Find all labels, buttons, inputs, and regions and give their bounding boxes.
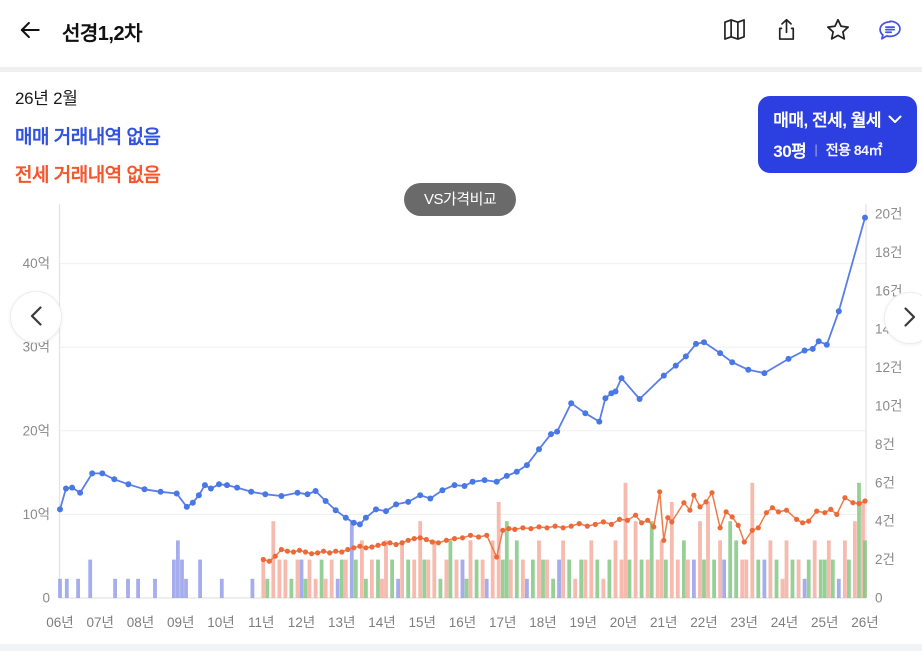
- map-icon: [721, 16, 748, 46]
- svg-text:23년: 23년: [731, 615, 758, 630]
- svg-text:25년: 25년: [811, 615, 838, 630]
- pyeong-label: 30평: [773, 142, 807, 161]
- share-icon: [773, 16, 800, 46]
- page-title: 선경1,2차: [62, 22, 143, 45]
- svg-text:12년: 12년: [288, 615, 315, 630]
- svg-text:09년: 09년: [167, 615, 194, 630]
- price-history-chart: 010억20억30억40억02건4건6건8건10건12건14건16건18건20건…: [23, 204, 902, 630]
- chevron-right-icon: [904, 306, 916, 330]
- svg-text:19년: 19년: [570, 615, 597, 630]
- svg-text:18건: 18건: [875, 245, 902, 260]
- svg-text:21년: 21년: [650, 615, 677, 630]
- favorite-button[interactable]: [812, 7, 864, 55]
- chevron-down-icon: [888, 109, 902, 129]
- summary-month: 26년 2월: [15, 89, 78, 108]
- svg-text:26년: 26년: [851, 615, 878, 630]
- svg-text:06년: 06년: [46, 615, 73, 630]
- header-divider: [0, 67, 922, 72]
- svg-text:17년: 17년: [489, 615, 516, 630]
- svg-text:10건: 10건: [875, 399, 902, 414]
- map-button[interactable]: [708, 7, 760, 55]
- back-arrow-icon: [17, 17, 43, 46]
- bottom-section-divider: [0, 644, 922, 651]
- chevron-left-icon: [30, 305, 42, 329]
- top-bar: 선경1,2차: [0, 0, 922, 62]
- svg-text:20건: 20건: [875, 207, 902, 222]
- back-button[interactable]: [8, 9, 52, 53]
- svg-text:12건: 12건: [875, 360, 902, 375]
- chart-prev-button[interactable]: [10, 291, 62, 343]
- vs-price-compare-button[interactable]: VS가격비교: [404, 183, 517, 216]
- chat-icon: [876, 16, 904, 47]
- svg-text:11년: 11년: [248, 615, 274, 630]
- svg-text:30억: 30억: [23, 340, 50, 355]
- trade-type-filter-button[interactable]: 매매, 전세, 월세 30평 | 전용 84㎡: [758, 96, 917, 173]
- star-icon: [824, 16, 852, 47]
- area-label: 전용 84㎡: [825, 141, 883, 158]
- filter-separator: |: [814, 142, 818, 157]
- sale-status-text: 매매 거래내역 없음: [15, 127, 161, 148]
- share-button[interactable]: [760, 7, 812, 55]
- trade-type-label: 매매, 전세, 월세: [773, 111, 881, 130]
- topbar-actions: [708, 0, 916, 62]
- svg-text:10억: 10억: [23, 507, 50, 522]
- svg-text:18년: 18년: [529, 615, 556, 630]
- chat-button[interactable]: [864, 7, 916, 55]
- svg-text:6건: 6건: [875, 475, 895, 490]
- jeonse-status-text: 전세 거래내역 없음: [15, 165, 161, 186]
- svg-text:40억: 40억: [23, 256, 50, 271]
- svg-text:16건: 16건: [875, 283, 902, 298]
- svg-text:20억: 20억: [23, 423, 50, 438]
- svg-text:0: 0: [875, 591, 883, 606]
- svg-text:24년: 24년: [771, 615, 798, 630]
- svg-text:8건: 8건: [875, 437, 895, 452]
- svg-text:22년: 22년: [690, 615, 717, 630]
- svg-text:10년: 10년: [207, 615, 234, 630]
- svg-text:15년: 15년: [409, 615, 436, 630]
- svg-text:16년: 16년: [449, 615, 476, 630]
- svg-text:08년: 08년: [127, 615, 154, 630]
- svg-text:20년: 20년: [610, 615, 637, 630]
- svg-text:13년: 13년: [328, 615, 355, 630]
- transaction-summary: 26년 2월 매매 거래내역 없음 전세 거래내역 없음: [15, 84, 161, 187]
- svg-text:0: 0: [42, 591, 50, 606]
- svg-text:4건: 4건: [875, 514, 895, 529]
- svg-text:14년: 14년: [368, 615, 395, 630]
- svg-text:2건: 2건: [875, 552, 895, 567]
- svg-text:07년: 07년: [87, 615, 114, 630]
